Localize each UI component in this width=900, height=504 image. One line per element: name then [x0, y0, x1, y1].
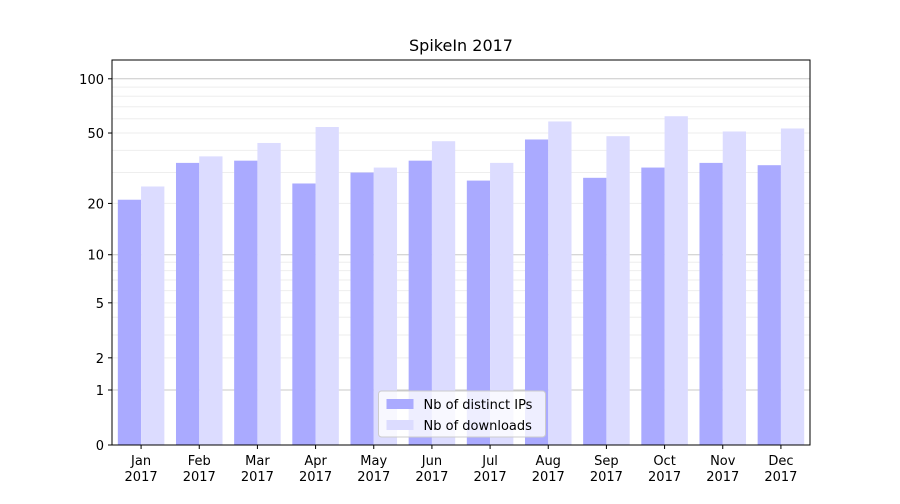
- bar: [431, 141, 456, 445]
- y-tick-label: 0: [96, 439, 104, 454]
- y-tick-label: 2: [96, 352, 104, 367]
- bar: [466, 180, 491, 446]
- x-tick-label: Jan 2017: [125, 454, 158, 485]
- y-tick-label: 100: [79, 73, 104, 88]
- bar: [664, 116, 688, 445]
- x-tick-label: Dec 2017: [764, 454, 797, 485]
- x-tick-label: May 2017: [357, 454, 390, 485]
- x-tick-label: Aug 2017: [532, 454, 565, 485]
- bar: [257, 142, 281, 446]
- bar: [780, 128, 805, 445]
- bar: [141, 186, 165, 445]
- bar: [583, 177, 607, 446]
- y-tick-label: 10: [87, 249, 104, 264]
- bar: [373, 167, 398, 445]
- x-tick-label: Mar 2017: [241, 454, 274, 485]
- y-tick-label: 50: [87, 127, 104, 142]
- x-tick-label: Sep 2017: [590, 454, 623, 485]
- x-tick-label: Feb 2017: [183, 454, 216, 485]
- bar: [292, 183, 316, 445]
- bar: [722, 131, 747, 445]
- bar: [175, 162, 200, 445]
- bar: [117, 199, 142, 445]
- bar: [641, 167, 665, 445]
- legend-label: Nb of distinct IPs: [424, 398, 533, 413]
- bar: [408, 160, 432, 446]
- y-tick-label: 5: [96, 297, 104, 312]
- bar: [699, 162, 723, 445]
- x-tick-label: Jun 2017: [415, 454, 448, 485]
- legend-swatch: [386, 420, 414, 430]
- x-tick-label: Nov 2017: [706, 454, 739, 485]
- y-tick-label: 20: [87, 197, 104, 212]
- bar: [548, 121, 572, 445]
- legend-swatch: [386, 399, 414, 409]
- bar: [524, 139, 549, 445]
- chart-title: SpikeIn 2017: [409, 36, 513, 55]
- axes-frame: [111, 59, 811, 446]
- x-tick-label: Oct 2017: [648, 454, 681, 485]
- legend-label: Nb of downloads: [424, 419, 533, 434]
- bar: [490, 162, 514, 445]
- bar: [234, 160, 258, 446]
- x-tick-label: Jul 2017: [474, 454, 507, 485]
- bar: [350, 172, 374, 445]
- bar: [315, 127, 339, 446]
- y-tick-label: 1: [96, 384, 104, 399]
- bar: [757, 165, 781, 445]
- bar: [606, 136, 630, 445]
- bar: [199, 156, 223, 445]
- legend-box: [378, 390, 546, 438]
- x-tick-label: Apr 2017: [299, 454, 332, 485]
